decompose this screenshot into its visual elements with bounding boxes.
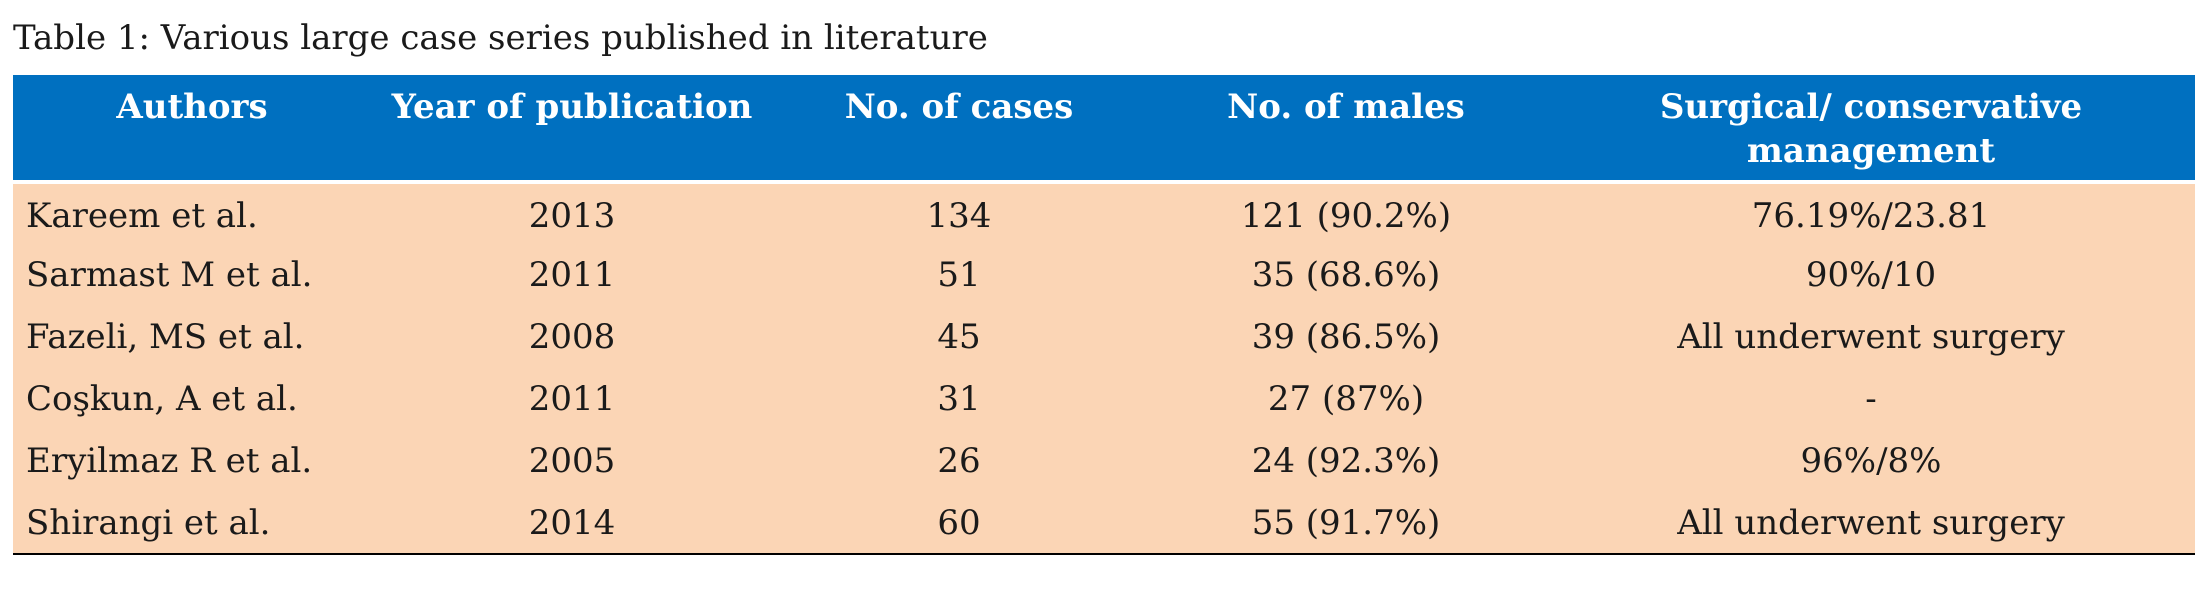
- cell-cases: 134: [926, 196, 992, 236]
- cell-males: 39 (86.5%): [1251, 317, 1441, 357]
- table-body: Kareem et al. 2013 134 121 (90.2%) 76.19…: [13, 182, 2195, 555]
- cell-management: 76.19%/23.81: [1751, 196, 1991, 236]
- cell-year: 2005: [528, 441, 616, 481]
- cell-author: Coşkun, A et al.: [26, 379, 298, 419]
- cell-author: Kareem et al.: [26, 196, 258, 236]
- case-series-table: Authors Year of publication No. of cases…: [13, 75, 2195, 555]
- table-row: Kareem et al. 2013 134 121 (90.2%) 76.19…: [13, 182, 2195, 244]
- cell-author: Sarmast M et al.: [26, 255, 313, 295]
- cell-management: -: [1865, 379, 1877, 419]
- header-authors: Authors: [13, 75, 371, 184]
- cell-year: 2014: [371, 492, 773, 555]
- cell-cases: 51: [937, 255, 981, 295]
- header-row: Authors Year of publication No. of cases…: [13, 75, 2195, 184]
- cell-year: 2011: [528, 255, 616, 295]
- cell-year: 2013: [528, 196, 616, 236]
- cell-cases: 60: [773, 492, 1145, 555]
- header-no-of-cases: No. of cases: [773, 75, 1145, 184]
- cell-males: 55 (91.7%): [1145, 492, 1547, 555]
- cell-management: All underwent surgery: [1677, 317, 2065, 357]
- header-management: Surgical/ conservative management: [1547, 75, 2195, 184]
- cell-cases: 45: [937, 317, 981, 357]
- cell-author: Shirangi et al.: [13, 492, 371, 555]
- header-no-of-males: No. of males: [1145, 75, 1547, 184]
- cell-year: 2008: [528, 317, 616, 357]
- cell-year: 2011: [528, 379, 616, 419]
- table-row: Coşkun, A et al. 2011 31 27 (87%) -: [13, 368, 2195, 430]
- table-row: Eryilmaz R et al. 2005 26 24 (92.3%) 96%…: [13, 430, 2195, 492]
- cell-author: Eryilmaz R et al.: [26, 441, 313, 481]
- table-row: Sarmast M et al. 2011 51 35 (68.6%) 90%/…: [13, 244, 2195, 306]
- cell-males: 24 (92.3%): [1251, 441, 1441, 481]
- cell-males: 121 (90.2%): [1240, 196, 1452, 236]
- header-year-of-publication: Year of publication: [371, 75, 773, 184]
- table-caption: Table 1: Various large case series publi…: [13, 18, 988, 58]
- cell-males: 35 (68.6%): [1251, 255, 1441, 295]
- table-row: Shirangi et al. 2014 60 55 (91.7%) All u…: [13, 492, 2195, 555]
- cell-management: 90%/10: [1805, 255, 1937, 295]
- cell-males: 27 (87%): [1267, 379, 1425, 419]
- cell-author: Fazeli, MS et al.: [26, 317, 305, 357]
- table-row: Fazeli, MS et al. 2008 45 39 (86.5%) All…: [13, 306, 2195, 368]
- cell-management: 96%/8%: [1800, 441, 1942, 481]
- cell-management: All underwent surgery: [1547, 492, 2195, 555]
- cell-cases: 26: [937, 441, 981, 481]
- cell-cases: 31: [937, 379, 981, 419]
- table-header: Authors Year of publication No. of cases…: [13, 75, 2195, 184]
